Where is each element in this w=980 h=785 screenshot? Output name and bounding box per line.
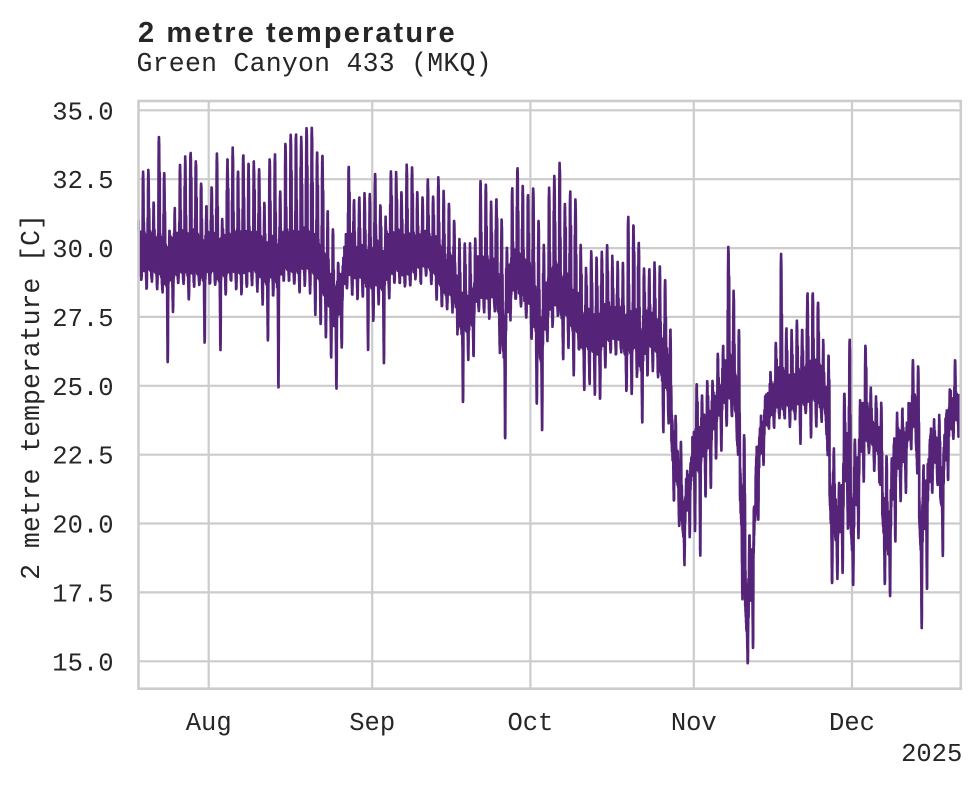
svg-text:2 metre temperature [C]: 2 metre temperature [C]: [17, 214, 47, 580]
svg-text:20.0: 20.0: [52, 512, 113, 541]
svg-text:Nov: Nov: [671, 709, 717, 738]
svg-text:17.5: 17.5: [52, 580, 113, 609]
svg-text:2025: 2025: [901, 740, 962, 769]
svg-text:27.5: 27.5: [52, 305, 113, 334]
svg-text:Sep: Sep: [349, 709, 395, 738]
svg-text:2 metre temperature: 2 metre temperature: [138, 17, 457, 49]
svg-text:15.0: 15.0: [52, 649, 113, 678]
svg-text:35.0: 35.0: [52, 98, 113, 127]
svg-text:Aug: Aug: [186, 709, 232, 738]
svg-text:32.5: 32.5: [52, 167, 113, 196]
svg-text:Dec: Dec: [829, 709, 875, 738]
svg-text:Oct: Oct: [507, 709, 553, 738]
svg-text:25.0: 25.0: [52, 374, 113, 403]
svg-text:Green Canyon 433 (MKQ): Green Canyon 433 (MKQ): [137, 49, 492, 79]
svg-text:22.5: 22.5: [52, 443, 113, 472]
svg-text:30.0: 30.0: [52, 236, 113, 265]
